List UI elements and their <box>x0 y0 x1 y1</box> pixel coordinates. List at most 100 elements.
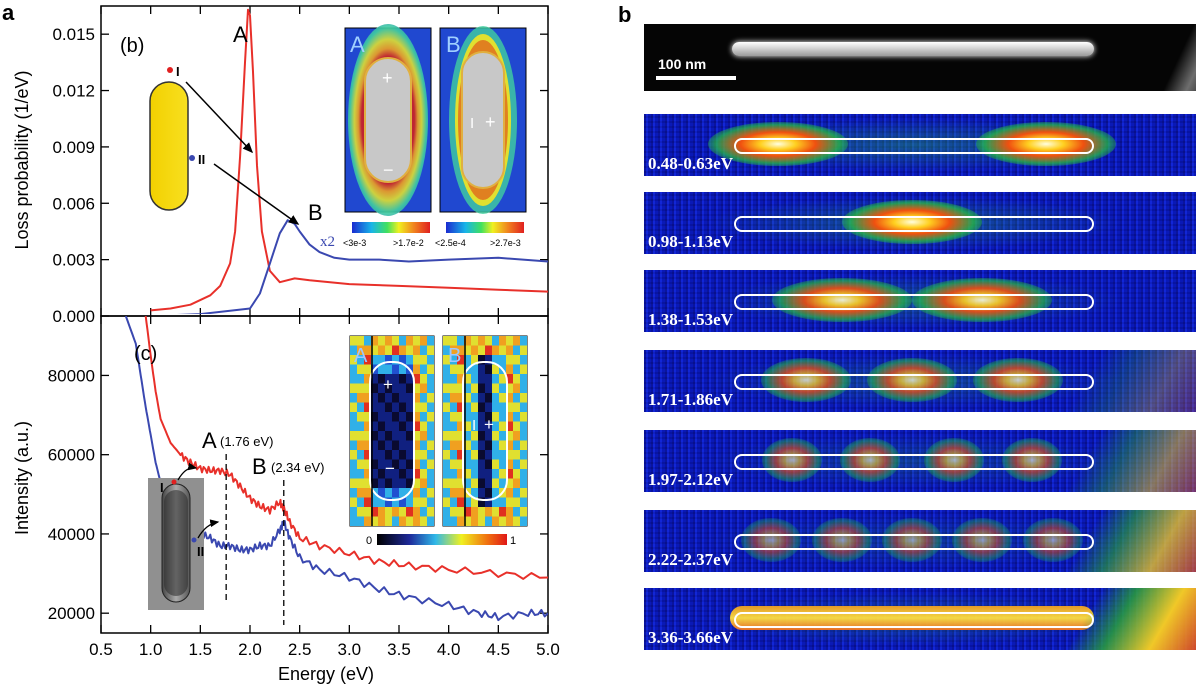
map-pixel <box>371 421 378 431</box>
map-pixel <box>471 364 478 374</box>
map-pixel <box>420 421 427 431</box>
bottom-y-axis-label: Intensity (a.u.) <box>12 421 32 535</box>
map-pixel <box>471 516 478 526</box>
top-y-tick-label: 0.009 <box>52 138 95 157</box>
map-pixel <box>499 478 506 488</box>
map-pixel <box>371 402 378 412</box>
map-pixel <box>485 374 492 384</box>
plasmon-hotspot <box>761 358 852 402</box>
map-pixel <box>399 459 406 469</box>
map-pixel <box>427 507 434 517</box>
map-pixel <box>385 412 392 422</box>
map-pixel <box>464 412 471 422</box>
top-peak-b-label: B <box>308 200 323 225</box>
map-pixel <box>471 336 478 346</box>
map-pixel <box>427 383 434 393</box>
map-pixel <box>364 412 371 422</box>
map-pixel <box>492 450 499 460</box>
map-pixel <box>499 421 506 431</box>
map-pixel <box>443 440 450 450</box>
map-pixel <box>420 355 427 365</box>
eels-map: 0.48-0.63eV <box>644 114 1196 176</box>
map-pixel <box>464 469 471 479</box>
map-pixel <box>492 355 499 365</box>
map-pixel <box>478 383 485 393</box>
map-pixel <box>357 478 364 488</box>
map-pixel <box>427 402 434 412</box>
map-pixel <box>364 383 371 393</box>
map-pixel <box>520 345 527 355</box>
map-pixel <box>492 393 499 403</box>
map-pixel <box>443 345 450 355</box>
map-pixel <box>399 383 406 393</box>
map-pixel <box>450 383 457 393</box>
map-pixel <box>350 402 357 412</box>
map-pixel <box>457 459 464 469</box>
energy-window-label: 3.36-3.66eV <box>648 628 733 647</box>
map-pixel <box>385 507 392 517</box>
bottom-y-tick-label: 80000 <box>48 366 95 385</box>
map-pixel <box>499 383 506 393</box>
map-pixel <box>413 421 420 431</box>
eels-map: 1.97-2.12eV <box>644 430 1196 492</box>
bottom-map-a-minus: − <box>385 459 395 478</box>
map-pixel <box>513 412 520 422</box>
map-pixel <box>450 364 457 374</box>
map-pixel <box>513 383 520 393</box>
bottom-map-a-label: A <box>354 345 368 367</box>
map-pixel <box>420 497 427 507</box>
cbar-b-max: >2.7e-3 <box>490 238 521 248</box>
map-pixel <box>357 336 364 346</box>
map-pixel <box>513 478 520 488</box>
rod-outline <box>734 612 1094 628</box>
map-pixel <box>478 374 485 384</box>
map-pixel <box>513 393 520 403</box>
map-pixel <box>420 516 427 526</box>
map-pixel <box>464 402 471 412</box>
map-pixel <box>371 478 378 488</box>
map-pixel <box>443 412 450 422</box>
map-pixel <box>392 345 399 355</box>
map-pixel <box>413 374 420 384</box>
map-pixel <box>364 374 371 384</box>
map-pixel <box>420 383 427 393</box>
map-pixel <box>406 469 413 479</box>
map-pixel <box>385 440 392 450</box>
map-pixel <box>485 431 492 441</box>
map-pixel <box>378 497 385 507</box>
map-pixel <box>520 440 527 450</box>
map-pixel <box>492 507 499 517</box>
map-pixel <box>413 345 420 355</box>
map-pixel <box>457 507 464 517</box>
map-pixel <box>392 383 399 393</box>
x-tick-label: 3.0 <box>338 640 362 659</box>
map-pixel <box>506 488 513 498</box>
map-pixel <box>406 355 413 365</box>
map-pixel <box>385 516 392 526</box>
map-pixel <box>457 336 464 346</box>
map-pixel <box>499 469 506 479</box>
map-pixel <box>499 440 506 450</box>
map-pixel <box>399 497 406 507</box>
map-pixel <box>485 497 492 507</box>
bottom-peak-a-label: A <box>202 428 217 453</box>
map-pixel <box>427 393 434 403</box>
map-pixel <box>357 421 364 431</box>
map-pixel <box>520 364 527 374</box>
map-pixel <box>471 383 478 393</box>
map-pixel <box>427 488 434 498</box>
map-pixel <box>364 450 371 460</box>
map-pixel <box>492 497 499 507</box>
map-pixel <box>357 431 364 441</box>
map-pixel <box>399 450 406 460</box>
map-pixel <box>350 421 357 431</box>
top-map-a-label: A <box>350 32 365 57</box>
map-pixel <box>385 497 392 507</box>
map-pixel <box>399 469 406 479</box>
map-pixel <box>513 516 520 526</box>
map-pixel <box>420 488 427 498</box>
map-pixel <box>492 374 499 384</box>
map-pixel <box>513 421 520 431</box>
map-pixel <box>420 450 427 460</box>
x-tick-label: 1.0 <box>139 640 163 659</box>
